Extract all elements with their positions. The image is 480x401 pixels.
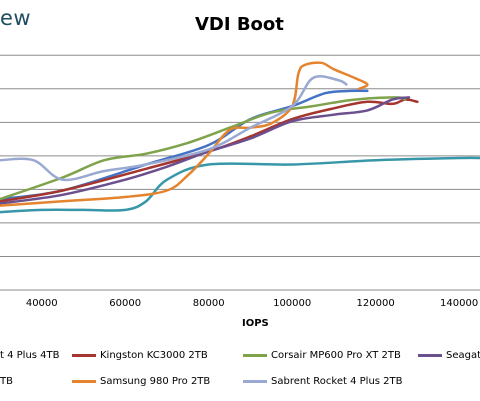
series-line-5 [0, 61, 369, 207]
legend-swatch-2 [243, 353, 267, 357]
legend-item-1: Kingston KC3000 2TB [72, 350, 208, 361]
series-line-2 [0, 96, 407, 201]
series-line-3 [0, 96, 411, 205]
legend-swatch-6 [243, 379, 267, 383]
series-line-6 [0, 75, 348, 182]
legend-item-0: t 4 Plus 4TB [0, 350, 60, 361]
legend-label-1: Kingston KC3000 2TB [100, 350, 208, 361]
series-line-4 [0, 156, 480, 214]
legend-label-5: Samsung 980 Pro 2TB [100, 376, 211, 387]
x-tick-label-2: 80000 [193, 298, 225, 309]
legend-item-5: Samsung 980 Pro 2TB [72, 376, 210, 387]
legend-label-4: TB [0, 376, 13, 387]
x-axis-label: IOPS [242, 318, 269, 329]
legend-label-2: Corsair MP600 Pro XT 2TB [271, 350, 401, 361]
legend-item-3: Seagat [418, 350, 480, 361]
brand-logo-text: ew [0, 6, 32, 30]
legend-label-0: t 4 Plus 4TB [0, 350, 60, 361]
x-tick-label-3: 100000 [273, 298, 311, 309]
chart-title: VDI Boot [195, 14, 284, 35]
legend-swatch-5 [72, 379, 96, 383]
legend-item-2: Corsair MP600 Pro XT 2TB [243, 350, 401, 361]
series-line-1 [0, 98, 419, 203]
legend-item-4: TB [0, 376, 13, 387]
x-tick-label-1: 60000 [109, 298, 141, 309]
legend-swatch-1 [72, 353, 96, 357]
x-tick-label-4: 120000 [357, 298, 395, 309]
legend-label-6: Sabrent Rocket 4 Plus 2TB [271, 376, 403, 387]
legend-label-3: Seagat [446, 350, 480, 361]
legend-swatch-3 [418, 353, 442, 357]
x-tick-label-0: 40000 [26, 298, 58, 309]
legend-item-6: Sabrent Rocket 4 Plus 2TB [243, 376, 403, 387]
x-tick-label-5: 140000 [440, 298, 478, 309]
